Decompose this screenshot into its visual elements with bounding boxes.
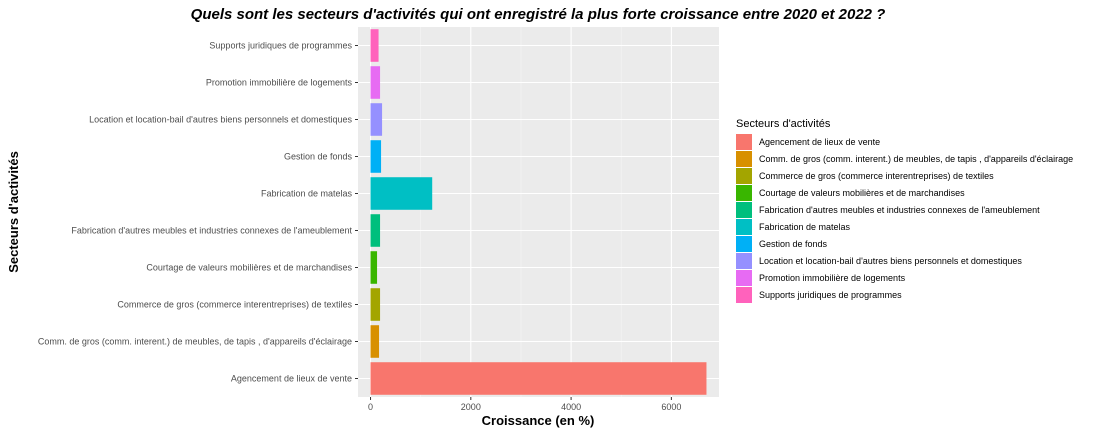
bar [370, 177, 433, 210]
bar [370, 140, 382, 173]
legend-label: Courtage de valeurs mobilières et de mar… [759, 188, 965, 198]
legend-title: Secteurs d'activités [736, 118, 831, 130]
legend-key [736, 219, 752, 235]
legend-key [736, 270, 752, 286]
x-axis-title: Croissance (en %) [482, 413, 595, 428]
legend-key [736, 185, 752, 201]
legend: Secteurs d'activités Agencement de lieux… [736, 118, 1073, 303]
y-tick-label: Promotion immobilière de logements [206, 78, 353, 88]
chart-title: Quels sont les secteurs d'activités qui … [191, 6, 886, 23]
y-tick-label: Commerce de gros (commerce interentrepri… [117, 300, 352, 310]
legend-label: Commerce de gros (commerce interentrepri… [759, 171, 994, 181]
y-tick-label: Courtage de valeurs mobilières et de mar… [146, 263, 352, 273]
y-tick-label: Agencement de lieux de vente [231, 374, 352, 384]
x-tick-label: 4000 [561, 402, 581, 412]
bar [370, 251, 378, 284]
bar [370, 103, 383, 136]
legend-key [736, 168, 752, 184]
y-tick-label: Comm. de gros (comm. interent.) de meubl… [38, 337, 352, 347]
legend-label: Fabrication de matelas [759, 222, 851, 232]
legend-key [736, 253, 752, 269]
legend-label: Gestion de fonds [759, 239, 828, 249]
plot-background [358, 27, 719, 397]
bar [370, 325, 380, 358]
legend-label: Comm. de gros (comm. interent.) de meubl… [759, 154, 1073, 164]
y-tick-label: Supports juridiques de programmes [209, 41, 352, 51]
bar [370, 29, 379, 62]
legend-key [736, 151, 752, 167]
legend-key [736, 202, 752, 218]
bar [370, 214, 381, 247]
x-axis-ticks: 0 2000 4000 6000 [368, 397, 681, 412]
bar [370, 66, 381, 99]
bar [370, 362, 707, 395]
y-axis-title: Secteurs d'activités [6, 151, 21, 273]
legend-key [736, 236, 752, 252]
legend-key [736, 134, 752, 150]
bars [370, 29, 707, 395]
legend-key [736, 287, 752, 303]
y-tick-label: Fabrication d'autres meubles et industri… [71, 226, 352, 236]
x-tick-label: 0 [368, 402, 373, 412]
y-tick-label: Fabrication de matelas [261, 189, 353, 199]
y-tick-label: Gestion de fonds [284, 152, 353, 162]
legend-label: Fabrication d'autres meubles et industri… [759, 205, 1040, 215]
legend-label: Supports juridiques de programmes [759, 290, 902, 300]
bar [370, 288, 381, 321]
x-tick-label: 6000 [661, 402, 681, 412]
y-axis-ticks: Agencement de lieux de vente Comm. de gro… [38, 41, 358, 384]
y-tick-label: Location et location-bail d'autres biens… [89, 115, 352, 125]
legend-label: Promotion immobilière de logements [759, 273, 906, 283]
x-tick-label: 2000 [461, 402, 481, 412]
legend-label: Location et location-bail d'autres biens… [759, 256, 1022, 266]
legend-label: Agencement de lieux de vente [759, 137, 880, 147]
